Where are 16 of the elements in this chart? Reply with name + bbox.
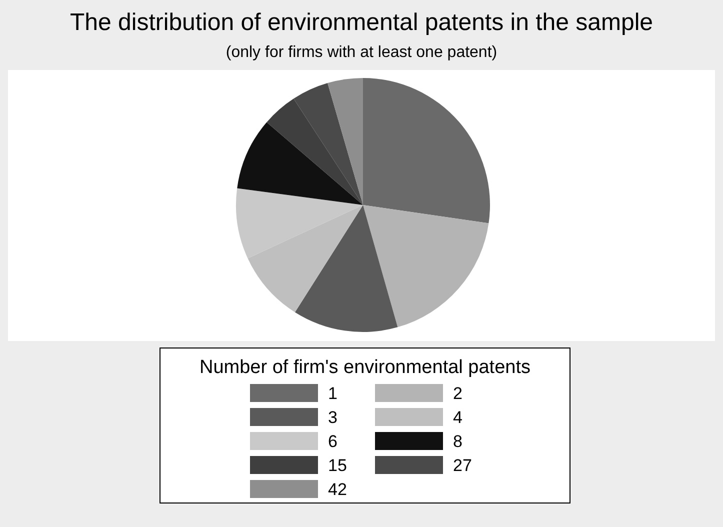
legend-label: 8 [453,432,462,451]
chart-title: The distribution of environmental patents in the sample [70,9,653,36]
legend-label: 15 [328,456,347,475]
chart-subtitle: (only for firms with at least one patent) [226,44,498,61]
legend-label: 3 [328,408,338,427]
legend-title: Number of firm's environmental patents [200,357,530,378]
pie-slice [237,122,363,205]
legend-label: 6 [328,432,338,451]
legend-label: 1 [328,384,338,403]
pie-slice [294,205,398,332]
pie-slice [363,78,490,224]
legend-label: 2 [453,384,462,403]
legend-label: 4 [453,408,462,427]
legend-label: 42 [328,480,347,499]
legend-label: 27 [453,456,472,475]
pie-slice [328,78,363,205]
